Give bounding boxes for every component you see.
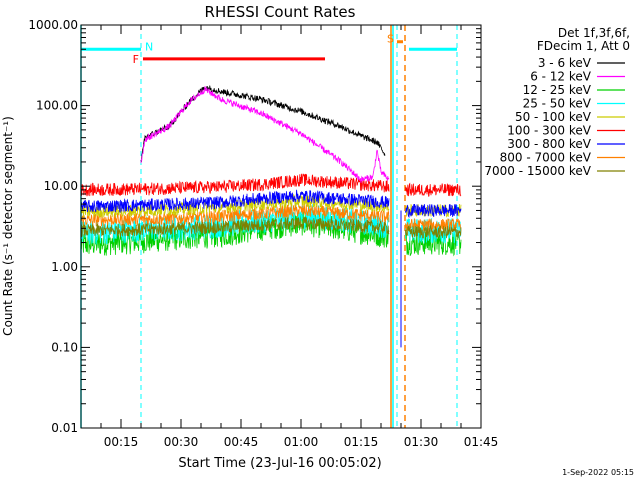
series-line-1: [140, 85, 390, 183]
x-tick-label: 01:15: [344, 435, 379, 449]
y-tick-label: 1.00: [51, 260, 78, 274]
y-tick-label: 1000.00: [28, 18, 78, 32]
flare-bar-label: F: [133, 53, 139, 66]
legend: Det 1f,3f,6f, FDecim 1, Att 0 3 - 6 keV6…: [484, 26, 630, 178]
legend-entry-label: 6 - 12 keV: [530, 70, 592, 84]
legend-entry-label: 25 - 50 keV: [523, 97, 592, 111]
x-tick-label: 01:30: [404, 435, 439, 449]
legend-header-2: FDecim 1, Att 0: [537, 39, 630, 53]
legend-entry-label: 50 - 100 keV: [515, 110, 592, 124]
chart-title: RHESSI Count Rates: [205, 3, 356, 21]
legend-entry-label: 800 - 7000 keV: [500, 151, 592, 165]
y-axis: 1000.00 100.00 10.00 1.00 0.10 0.01: [28, 18, 481, 435]
x-tick-label: 01:45: [464, 435, 499, 449]
legend-header-1: Det 1f,3f,6f,: [558, 26, 630, 40]
x-tick-label: 00:45: [224, 435, 259, 449]
series-line-0: [140, 85, 386, 163]
series-line-7: [80, 204, 462, 232]
x-tick-label: 01:00: [284, 435, 319, 449]
x-tick-label: 00:15: [104, 435, 139, 449]
saa-bar-label: S: [387, 33, 394, 46]
series-line-6: [80, 189, 462, 218]
series-layer: [80, 85, 462, 348]
series-line-5: [80, 173, 462, 197]
legend-entry-label: 300 - 800 keV: [507, 137, 591, 151]
y-tick-label: 0.10: [51, 340, 78, 354]
footer-timestamp: 1-Sep-2022 05:15: [562, 468, 634, 477]
y-axis-label: Count Rate (s⁻¹ detector segment⁻¹): [1, 116, 15, 336]
legend-entry-label: 3 - 6 keV: [538, 56, 592, 70]
night-bar-label: N: [145, 40, 153, 53]
x-axis-label: Start Time (23-Jul-16 00:05:02): [178, 456, 381, 471]
legend-entry-label: 100 - 300 keV: [507, 124, 591, 138]
legend-entry-label: 12 - 25 keV: [523, 83, 592, 97]
y-tick-label: 100.00: [36, 99, 78, 113]
y-tick-label: 0.01: [51, 421, 78, 435]
y-tick-label: 10.00: [44, 179, 78, 193]
legend-entry-label: 7000 - 15000 keV: [484, 164, 591, 178]
x-tick-label: 00:30: [164, 435, 199, 449]
series-line-8: [80, 216, 462, 239]
x-axis: 00:15 00:30 00:45 01:00 01:15 01:30 01:45: [80, 25, 499, 449]
annotation-layer: NF S: [80, 25, 458, 428]
